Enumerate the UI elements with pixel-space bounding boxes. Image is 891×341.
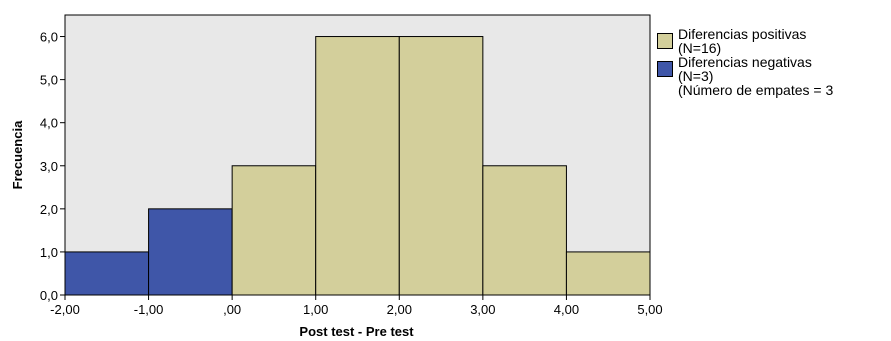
x-tick-label: 4,00 bbox=[554, 302, 579, 317]
y-tick-label: 2,0 bbox=[40, 202, 58, 217]
histogram-bar bbox=[315, 36, 400, 296]
axes: 0,0 1,0 2,0 3,0 4,0 5,0 6,0 -2,00 -1,00 ,00 1,00 2,… bbox=[40, 15, 663, 317]
x-tick-label: -2,00 bbox=[50, 302, 80, 317]
legend-count-positive: (N=16) bbox=[678, 40, 722, 56]
legend-label-positive: Diferencias positivas bbox=[678, 26, 807, 42]
y-axis-title: Frecuencia bbox=[10, 120, 25, 189]
y-tick-label: 1,0 bbox=[40, 245, 58, 260]
legend-swatch-negative bbox=[657, 61, 673, 77]
x-tick-label: 1,00 bbox=[303, 302, 328, 317]
x-tick-label: -1,00 bbox=[134, 302, 164, 317]
histogram-bar bbox=[398, 36, 484, 296]
legend-swatch-positive bbox=[657, 33, 673, 49]
histogram-bar bbox=[64, 251, 150, 296]
legend-item-positive: Diferencias positivas (N=16) bbox=[657, 27, 889, 55]
legend-count-negative: (N=3) bbox=[678, 68, 714, 84]
y-tick-label: 3,0 bbox=[40, 159, 58, 174]
y-tick-label: 0,0 bbox=[40, 288, 58, 303]
histogram-bar bbox=[565, 251, 651, 296]
histogram-bar bbox=[148, 208, 233, 296]
y-tick-label: 4,0 bbox=[40, 116, 58, 131]
x-tick-label: 3,00 bbox=[470, 302, 495, 317]
legend-ties-note: (Número de empates = 3 bbox=[678, 82, 834, 98]
histogram-bar bbox=[231, 165, 317, 296]
x-tick-label: 5,00 bbox=[637, 302, 662, 317]
y-tick-label: 5,0 bbox=[40, 73, 58, 88]
y-tick-label: 6,0 bbox=[40, 30, 58, 45]
legend-label-negative: Diferencias negativas bbox=[678, 54, 812, 70]
x-tick-label: ,00 bbox=[223, 302, 241, 317]
legend: Diferencias positivas (N=16) Diferencias… bbox=[657, 27, 889, 97]
histogram-bar bbox=[482, 165, 567, 296]
x-tick-label: 2,00 bbox=[387, 302, 412, 317]
x-axis-title: Post test - Pre test bbox=[299, 324, 414, 339]
legend-item-negative: Diferencias negativas (N=3) bbox=[657, 55, 889, 83]
bars bbox=[64, 36, 651, 296]
